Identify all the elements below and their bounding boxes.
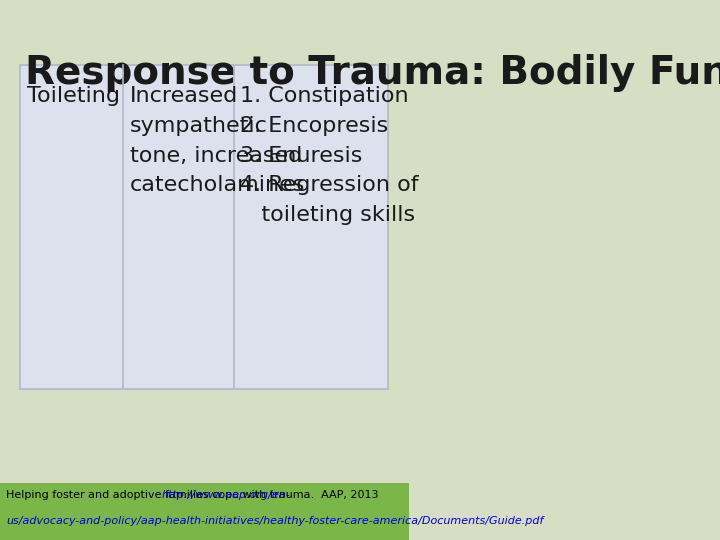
Text: Helping foster and adoptive families cope with trauma.  AAP, 2013: Helping foster and adoptive families cop…: [6, 490, 382, 500]
Text: Increased
sympathetic
tone, increased
catecholamines: Increased sympathetic tone, increased ca…: [130, 86, 305, 195]
FancyBboxPatch shape: [0, 483, 408, 540]
Text: us/advocacy-and-policy/aap-health-initiatives/healthy-foster-care-america/Docume: us/advocacy-and-policy/aap-health-initia…: [6, 516, 544, 526]
Text: http://www.aap.org/en-: http://www.aap.org/en-: [161, 490, 290, 500]
Text: Response to Trauma: Bodily Functions: Response to Trauma: Bodily Functions: [24, 54, 720, 92]
Text: 1. Constipation
2. Encopresis
3. Enuresis
4. Regression of
   toileting skills: 1. Constipation 2. Encopresis 3. Enuresi…: [240, 86, 418, 225]
Text: Toileting: Toileting: [27, 86, 120, 106]
FancyBboxPatch shape: [20, 65, 388, 389]
